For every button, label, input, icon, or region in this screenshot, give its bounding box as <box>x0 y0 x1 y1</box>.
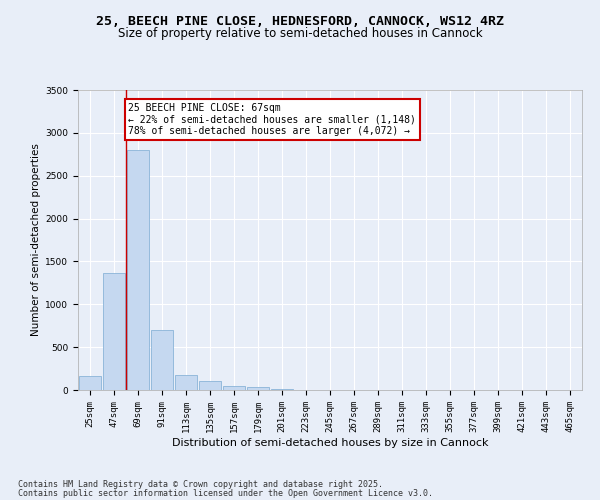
Bar <box>175 375 197 390</box>
Bar <box>79 376 101 390</box>
Text: Contains public sector information licensed under the Open Government Licence v3: Contains public sector information licen… <box>18 488 433 498</box>
Bar <box>127 150 149 390</box>
Bar <box>247 388 269 390</box>
Bar <box>103 272 125 390</box>
Y-axis label: Number of semi-detached properties: Number of semi-detached properties <box>31 144 41 336</box>
Text: 25, BEECH PINE CLOSE, HEDNESFORD, CANNOCK, WS12 4RZ: 25, BEECH PINE CLOSE, HEDNESFORD, CANNOC… <box>96 15 504 28</box>
Bar <box>223 386 245 390</box>
Text: Size of property relative to semi-detached houses in Cannock: Size of property relative to semi-detach… <box>118 28 482 40</box>
X-axis label: Distribution of semi-detached houses by size in Cannock: Distribution of semi-detached houses by … <box>172 438 488 448</box>
Bar <box>151 330 173 390</box>
Bar <box>199 380 221 390</box>
Text: 25 BEECH PINE CLOSE: 67sqm
← 22% of semi-detached houses are smaller (1,148)
78%: 25 BEECH PINE CLOSE: 67sqm ← 22% of semi… <box>128 103 416 136</box>
Bar <box>271 389 293 390</box>
Text: Contains HM Land Registry data © Crown copyright and database right 2025.: Contains HM Land Registry data © Crown c… <box>18 480 383 489</box>
